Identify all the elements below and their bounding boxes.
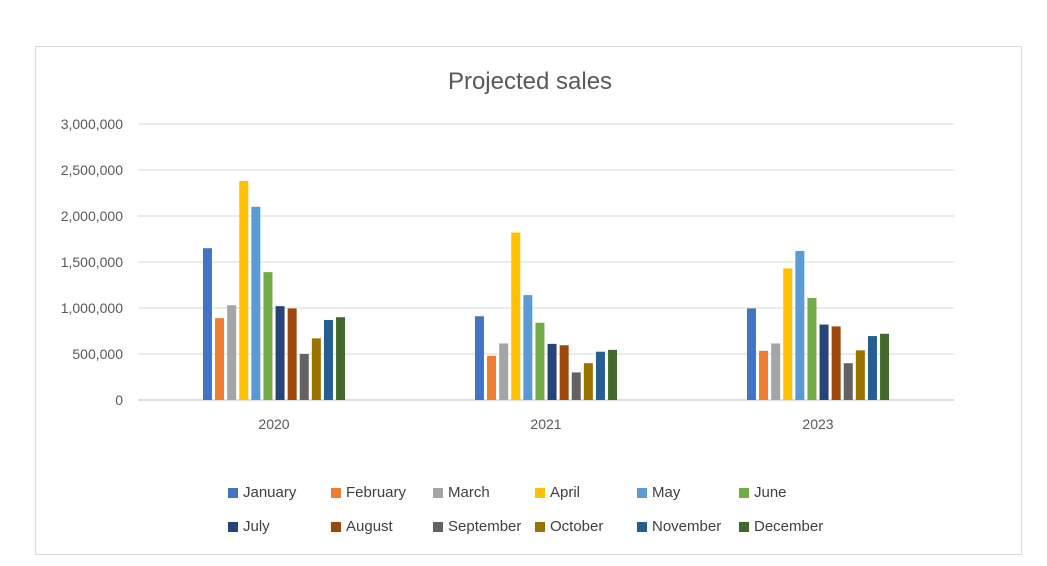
- x-axis-ticks: 2020 2021 2023: [258, 416, 833, 432]
- bar-september-2023: [843, 363, 853, 400]
- bar-november-2021: [595, 351, 605, 400]
- legend-item-november: November: [637, 518, 721, 535]
- bar-july-2021: [547, 343, 557, 400]
- legend-label: June: [754, 484, 787, 501]
- legend-label: February: [346, 484, 407, 501]
- legend-swatch: [228, 487, 238, 498]
- bar-june-2020: [263, 272, 273, 400]
- legend-item-december: December: [739, 518, 823, 535]
- bar-march-2021: [499, 343, 509, 400]
- bar-may-2021: [523, 295, 533, 400]
- bar-november-2023: [867, 336, 877, 400]
- legend-item-february: February: [331, 484, 406, 501]
- bar-april-2023: [783, 268, 793, 400]
- legend-swatch: [433, 487, 443, 498]
- legend-item-march: March: [433, 484, 490, 501]
- legend-label: May: [652, 484, 681, 501]
- legend-item-january: January: [228, 484, 296, 501]
- bar-september-2020: [299, 354, 309, 400]
- bar-february-2020: [215, 318, 225, 400]
- bar-february-2023: [759, 350, 769, 400]
- legend-swatch: [433, 521, 443, 532]
- bar-june-2021: [535, 322, 545, 400]
- bar-july-2023: [819, 324, 829, 400]
- bar-march-2020: [227, 305, 237, 400]
- legend-item-may: May: [637, 484, 680, 501]
- legend-swatch: [331, 521, 341, 532]
- bar-april-2021: [511, 232, 521, 400]
- bar-september-2021: [571, 372, 581, 400]
- legend-item-june: June: [739, 484, 787, 501]
- legend-swatch: [228, 521, 238, 532]
- legend-swatch: [739, 521, 749, 532]
- legend-swatch: [637, 487, 647, 498]
- bar-august-2021: [559, 345, 569, 400]
- y-tick-label: 1,500,000: [61, 254, 123, 270]
- legend-label: April: [550, 484, 581, 501]
- bar-november-2020: [323, 319, 333, 400]
- bar-december-2020: [336, 317, 346, 400]
- bar-december-2023: [880, 333, 890, 400]
- legend-label: December: [754, 518, 824, 535]
- chart-svg: Projected sales 0 500,000 1,000,000 1,500,0…: [61, 68, 954, 432]
- legend-label: August: [346, 518, 393, 535]
- bar-december-2021: [608, 349, 618, 400]
- bars: [202, 181, 890, 400]
- chart-title: Projected sales: [448, 68, 612, 95]
- y-tick-label: 2,000,000: [61, 208, 123, 224]
- legend-item-april: April: [535, 484, 580, 501]
- legend-label: November: [652, 518, 722, 535]
- bar-august-2020: [287, 308, 297, 400]
- bar-october-2020: [311, 338, 321, 400]
- chart-area: Projected sales 0 500,000 1,000,000 1,500,0…: [35, 46, 1022, 555]
- y-tick-label: 1,000,000: [61, 300, 123, 316]
- bar-july-2020: [275, 306, 285, 400]
- bar-march-2023: [771, 343, 781, 400]
- bar-february-2021: [487, 355, 497, 400]
- x-tick-label: 2021: [530, 416, 561, 432]
- legend-item-september: September: [433, 518, 521, 535]
- bar-june-2023: [807, 297, 817, 400]
- legend-swatch: [637, 521, 647, 532]
- legend-swatch: [331, 487, 341, 498]
- bar-january-2020: [202, 248, 212, 400]
- legend-label: September: [448, 518, 522, 535]
- y-tick-label: 0: [115, 392, 123, 408]
- legend-item-october: October: [535, 518, 603, 535]
- gridlines: [138, 123, 954, 401]
- bar-may-2020: [251, 206, 261, 400]
- legend-item-july: July: [228, 518, 270, 535]
- bar-october-2023: [855, 350, 865, 400]
- bar-august-2023: [831, 326, 841, 400]
- y-tick-label: 3,000,000: [61, 116, 123, 132]
- y-tick-label: 500,000: [72, 346, 123, 362]
- y-axis-ticks: 0 500,000 1,000,000 1,500,000 2,000,000 2,500…: [61, 116, 124, 408]
- bar-october-2021: [583, 363, 593, 400]
- legend-label: October: [550, 518, 604, 535]
- legend-item-august: August: [331, 518, 393, 535]
- x-tick-label: 2020: [258, 416, 289, 432]
- legend-swatch: [535, 521, 545, 532]
- bar-january-2023: [746, 308, 756, 400]
- x-tick-label: 2023: [802, 416, 833, 432]
- bar-january-2021: [474, 316, 484, 400]
- legend-label: July: [243, 518, 270, 535]
- legend-swatch: [739, 487, 749, 498]
- y-tick-label: 2,500,000: [61, 162, 123, 178]
- bar-april-2020: [239, 181, 249, 400]
- bar-may-2023: [795, 250, 805, 400]
- legend-swatch: [535, 487, 545, 498]
- legend-label: January: [243, 484, 297, 501]
- legend-label: March: [448, 484, 490, 501]
